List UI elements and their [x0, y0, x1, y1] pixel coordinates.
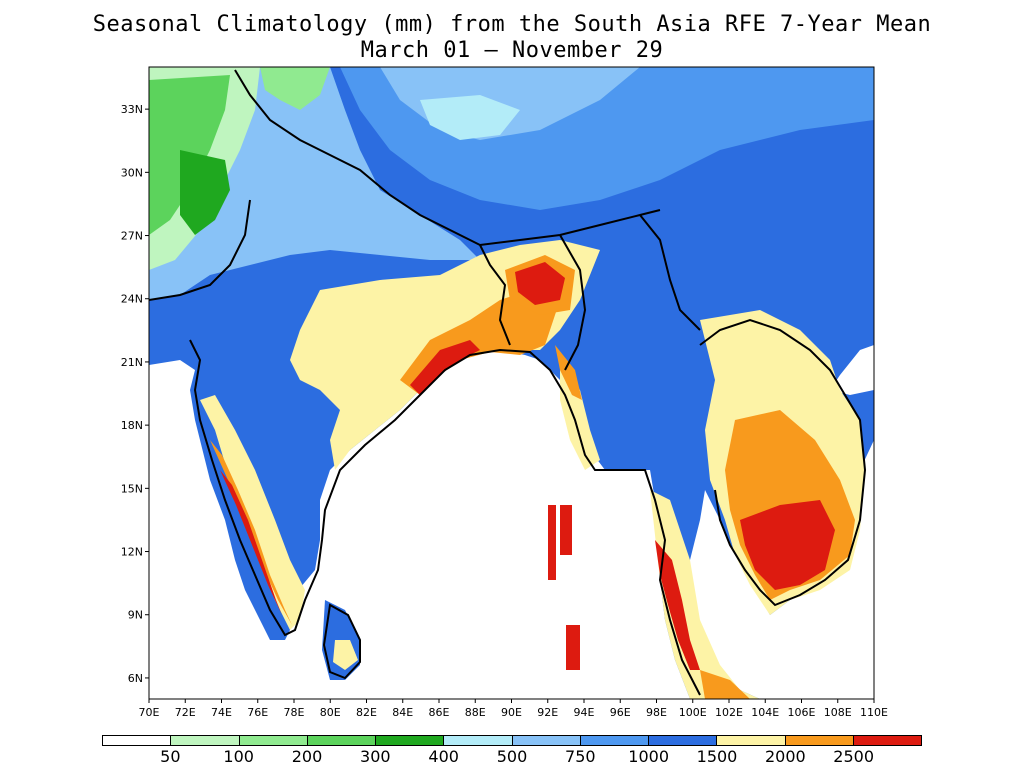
longitude-axis: 70E 72E 74E 76E 78E 80E 82E 84E 86E 88E 90E 92E 94E 9…	[139, 699, 888, 719]
lon-tick-label: 90E	[501, 706, 522, 719]
lon-tick-label: 100E	[679, 706, 707, 719]
legend-label: 1000	[628, 747, 670, 766]
legend-color-swatch	[853, 736, 921, 745]
coastline-borders	[149, 69, 867, 696]
lat-tick-label: 9N	[128, 609, 143, 622]
lon-tick-label: 108E	[824, 706, 852, 719]
legend-color-swatch	[376, 736, 445, 745]
legend-label: 1500	[696, 747, 738, 766]
legend-color-swatch	[103, 736, 172, 745]
legend-color-swatch	[580, 736, 649, 745]
legend-color-swatch	[717, 736, 786, 745]
legend-label: 200	[291, 747, 323, 766]
lon-tick-label: 76E	[247, 706, 268, 719]
lon-tick-label: 82E	[356, 706, 377, 719]
lon-tick-label: 84E	[392, 706, 413, 719]
color-legend-bar	[102, 735, 922, 746]
legend-label: 400	[428, 747, 459, 766]
lat-tick-label: 30N	[121, 166, 143, 179]
legend-label: 300	[360, 747, 391, 766]
lon-tick-label: 88E	[465, 706, 486, 719]
lon-tick-label: 78E	[284, 706, 305, 719]
lon-tick-label: 70E	[139, 706, 160, 719]
legend-label: 100	[223, 747, 254, 766]
lat-tick-label: 24N	[121, 293, 143, 306]
legend-label: 750	[565, 747, 596, 766]
legend-label: 50	[160, 747, 181, 766]
lon-tick-label: 94E	[574, 706, 595, 719]
latitude-axis: 33N 30N 27N 24N 21N 18N 15N 12N 9N 6N	[121, 103, 149, 685]
lat-tick-label: 15N	[121, 482, 143, 495]
lat-tick-label: 27N	[121, 230, 143, 243]
lon-tick-label: 72E	[175, 706, 196, 719]
rainfall-field	[149, 67, 874, 699]
legend-color-swatch	[307, 736, 376, 745]
legend-color-swatch	[785, 736, 854, 745]
lon-tick-label: 74E	[211, 706, 232, 719]
lon-tick-label: 92E	[537, 706, 558, 719]
map-subtitle-date-range: March 01 — November 29	[360, 38, 664, 63]
lat-tick-label: 33N	[121, 103, 143, 116]
color-legend-labels: 50 100 200 300 400 500 750 1000 1500 2000 2500	[102, 747, 922, 767]
rainfall-map: 70E 72E 74E 76E 78E 80E 82E 84E 86E 88E 90E 92E 94E 9…	[121, 66, 888, 719]
lon-tick-label: 110E	[860, 706, 888, 719]
lon-tick-label: 86E	[429, 706, 450, 719]
legend-color-swatch	[649, 736, 718, 745]
legend-color-swatch	[239, 736, 308, 745]
lat-tick-label: 6N	[128, 672, 143, 685]
lon-tick-label: 96E	[610, 706, 631, 719]
legend-color-swatch	[171, 736, 240, 745]
lat-tick-label: 18N	[121, 419, 143, 432]
lon-tick-label: 106E	[788, 706, 816, 719]
lon-tick-label: 102E	[715, 706, 743, 719]
legend-color-swatch	[444, 736, 513, 745]
legend-label: 500	[496, 747, 528, 766]
legend-label: 2000	[764, 747, 806, 766]
legend-color-swatch	[512, 736, 581, 745]
lat-tick-label: 21N	[121, 356, 143, 369]
lon-tick-label: 104E	[751, 706, 779, 719]
lat-tick-label: 12N	[121, 546, 143, 559]
legend-label: 2500	[833, 747, 875, 766]
lon-tick-label: 80E	[320, 706, 341, 719]
lon-tick-label: 98E	[646, 706, 667, 719]
map-title: Seasonal Climatology (mm) from the South…	[92, 12, 932, 37]
